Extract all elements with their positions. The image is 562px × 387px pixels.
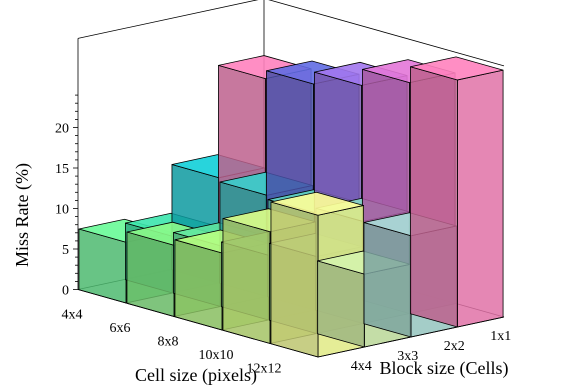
block-size-tick-2x2: 2x2 — [444, 339, 465, 354]
x-axis-title: Block size (Cells) — [380, 358, 509, 379]
block-size-tick-3x3: 3x3 — [397, 349, 418, 364]
frame-top-right — [268, 0, 505, 67]
z-tick-label-20: 20 — [55, 122, 69, 137]
cell-size-tick-4x4: 4x4 — [62, 307, 83, 322]
z-tick-label-5: 5 — [62, 243, 69, 258]
bar-side-face — [126, 231, 175, 317]
bar-12x12-1x1 — [410, 56, 504, 328]
block-size-tick-4x4: 4x4 — [351, 359, 372, 374]
bar-side-face — [174, 239, 223, 331]
bars — [78, 55, 504, 358]
bar-side-face — [317, 260, 365, 348]
bar-side-face — [363, 222, 412, 338]
block-size-tick-1x1: 1x1 — [490, 329, 511, 344]
cell-size-tick-12x12: 12x12 — [247, 361, 282, 376]
frame-top-back — [77, 0, 259, 39]
bar-top-face — [410, 56, 504, 81]
cell-size-tick-6x6: 6x6 — [110, 321, 131, 336]
bar-side-face — [410, 66, 458, 328]
cell-size-tick-8x8: 8x8 — [158, 334, 179, 349]
bar-side-face — [270, 201, 319, 358]
bar-front-face — [457, 69, 504, 328]
z-tick-label-15: 15 — [55, 162, 69, 177]
z-axis-title: Miss Rate (%) — [12, 163, 33, 267]
bar-side-face — [222, 218, 271, 344]
axes: 0 5 10 15 20 12x12 10x10 8x8 6x6 4x4 4x4 3x3 2x2 1x1 — [55, 94, 511, 376]
frame-floor-left — [77, 289, 319, 358]
frame-floor-front — [317, 316, 505, 358]
chart-frame-front — [77, 289, 505, 358]
z-tick-label-10: 10 — [55, 203, 69, 218]
cell-size-tick-10x10: 10x10 — [199, 348, 234, 363]
y-axis-title: Cell size (pixels) — [135, 365, 257, 386]
z-tick-label-0: 0 — [62, 284, 69, 299]
bar-top-face — [270, 191, 364, 216]
